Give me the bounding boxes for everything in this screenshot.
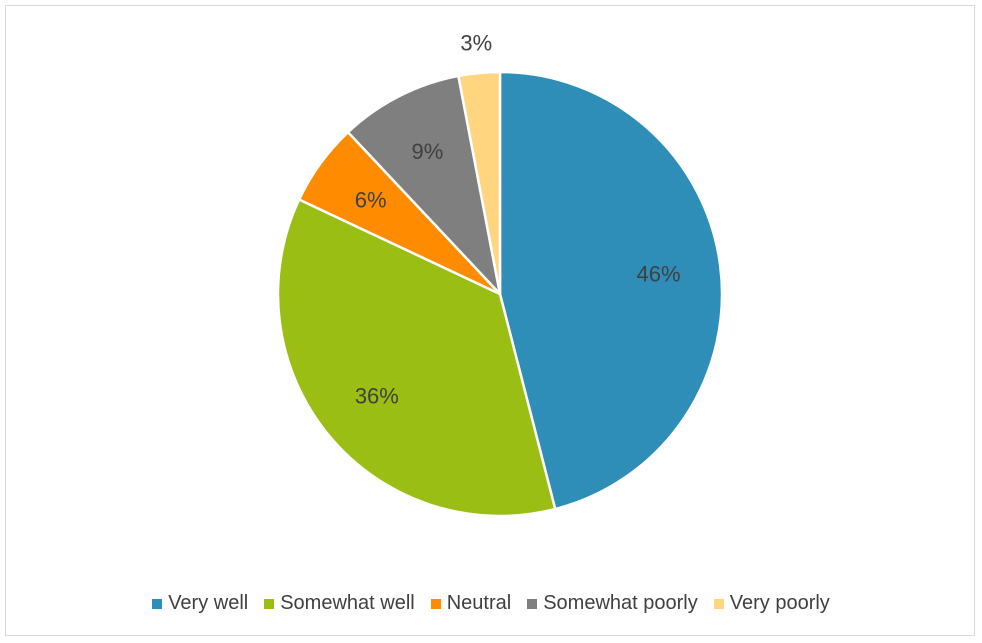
legend-swatch-very-well (152, 598, 163, 609)
data-label-very-well: 46% (637, 261, 681, 286)
legend-item-very-well: Very well (152, 592, 248, 615)
pie-slice-somewhat-poorly (346, 74, 502, 296)
legend-swatch-neutral (430, 598, 441, 609)
legend: Very well Somewhat well Neutral Somewhat… (0, 592, 982, 615)
legend-label-somewhat-well: Somewhat well (280, 592, 415, 614)
legend-item-very-poorly: Very poorly (713, 592, 830, 615)
legend-swatch-somewhat-poorly (527, 598, 538, 609)
legend-label-somewhat-poorly: Somewhat poorly (543, 592, 698, 614)
pie-slice-very-well (498, 70, 724, 511)
legend-swatch-very-poorly (713, 598, 724, 609)
legend-item-neutral: Neutral (430, 592, 512, 615)
legend-label-neutral: Neutral (446, 592, 512, 614)
legend-swatch-somewhat-well (264, 598, 275, 609)
pie-slice-very-poorly (457, 70, 502, 296)
data-label-somewhat-poorly: 9% (412, 139, 444, 164)
pie-slice-somewhat-well (276, 198, 557, 518)
legend-label-very-poorly: Very poorly (729, 592, 830, 614)
data-label-neutral: 6% (355, 188, 387, 213)
legend-item-somewhat-poorly: Somewhat poorly (527, 592, 698, 615)
legend-label-very-well: Very well (168, 592, 249, 614)
data-label-very-poorly: 3% (460, 31, 492, 56)
legend-item-somewhat-well: Somewhat well (264, 592, 415, 615)
data-label-somewhat-well: 36% (355, 383, 399, 408)
